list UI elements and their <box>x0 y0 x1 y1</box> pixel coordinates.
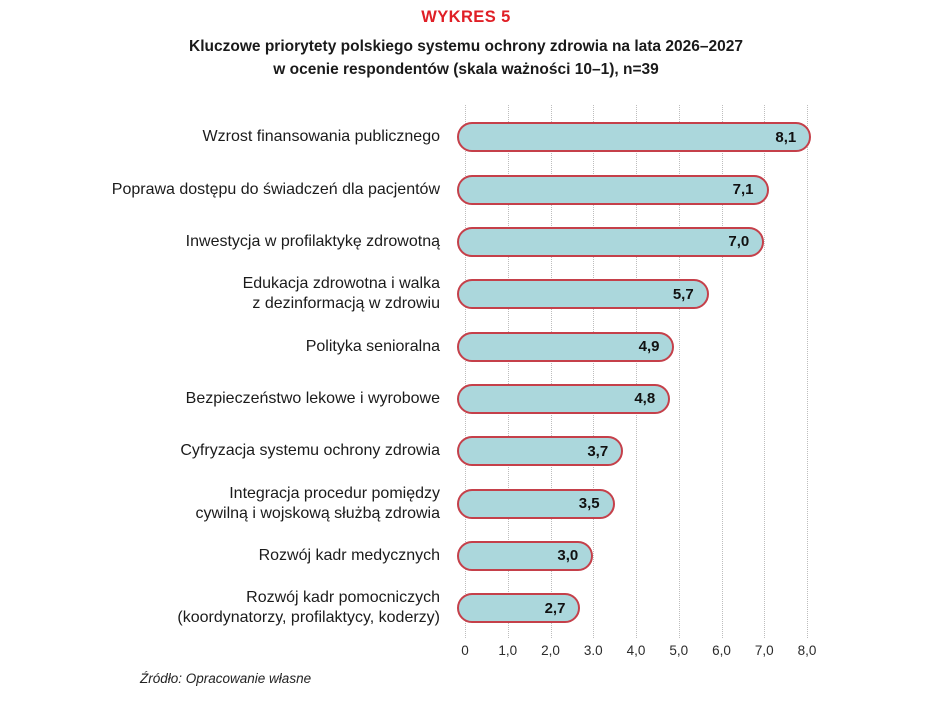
bar-value-label: 3,5 <box>578 495 600 513</box>
chart-row: Edukacja zdrowotna i walka z dezinformacj… <box>0 268 932 320</box>
chart-row: Bezpieczeństwo lekowe i wyrobowe 4,8 <box>0 373 932 425</box>
gridline <box>764 105 766 638</box>
bar-value-label: 3,7 <box>587 442 609 460</box>
bar-rows: Wzrost finansowania publicznego 8,1 Popr… <box>0 111 932 634</box>
gridline <box>593 105 595 638</box>
x-tick-label: 4,0 <box>626 643 646 658</box>
bar-value-label: 7,1 <box>732 181 754 199</box>
category-label: Rozwój kadr pomocniczych (koordynatorzy, … <box>177 589 440 627</box>
x-tick-label: 1,0 <box>498 643 518 658</box>
chart-row: Integracja procedur pomiędzy cywilną i wo… <box>0 477 932 529</box>
category-label: Polityka senioralna <box>305 337 440 355</box>
x-tick-label: 5,0 <box>669 643 689 658</box>
category-label: Inwestycja w profilaktykę zdrowotną <box>185 232 440 250</box>
bar: 2,7 <box>457 593 581 624</box>
bar-value-label: 5,7 <box>672 285 694 303</box>
chart-row: Wzrost finansowania publicznego 8,1 <box>0 111 932 163</box>
gridline <box>550 105 552 638</box>
category-label: Wzrost finansowania publicznego <box>202 128 440 146</box>
x-tick-label: 2,0 <box>541 643 560 658</box>
category-label: Rozwój kadr medycznych <box>258 546 440 564</box>
chart-row: Polityka senioralna 4,9 <box>0 320 932 372</box>
chart-row: Rozwój kadr pomocniczych (koordynatorzy, … <box>0 582 932 634</box>
figure-kicker: WYKRES 5 <box>421 8 511 26</box>
x-tick-label: 8,0 <box>797 643 817 658</box>
bar-value-label: 2,7 <box>544 599 566 617</box>
bar-value-label: 8,1 <box>775 128 797 146</box>
chart-row: Inwestycja w profilaktykę zdrowotną 7,0 <box>0 216 932 268</box>
bar: 3,0 <box>457 540 594 571</box>
figure-title-line-2: w ocenie respondentów (skala ważności 10… <box>273 61 659 78</box>
gridline <box>807 105 808 638</box>
gridline <box>636 105 637 638</box>
gridline <box>465 105 466 638</box>
bar: 3,7 <box>457 436 624 467</box>
category-label: Poprawa dostępu do świadczeń dla pacjent… <box>111 180 440 198</box>
category-label: Cyfryzacja systemu ochrony zdrowia <box>180 442 440 460</box>
bar-value-label: 4,8 <box>634 390 656 408</box>
gridline <box>721 105 723 638</box>
bar: 4,8 <box>457 383 671 414</box>
x-tick-label: 0 <box>461 643 469 658</box>
bar: 5,7 <box>457 279 709 310</box>
bar-value-label: 3,0 <box>557 547 579 565</box>
figure-header: WYKRES 5 Kluczowe priorytety polskiego s… <box>0 8 932 81</box>
source-note: Źródło: Opracowanie własne <box>140 671 312 686</box>
bar: 7,1 <box>457 174 769 205</box>
bar: 4,9 <box>457 331 675 362</box>
gridline <box>678 105 680 638</box>
x-tick-label: 7,0 <box>754 643 774 658</box>
chart-row: Poprawa dostępu do świadczeń dla pacjent… <box>0 163 932 215</box>
x-tick-label: 6,0 <box>712 643 731 658</box>
chart-row: Rozwój kadr medycznych 3,0 <box>0 530 932 582</box>
category-label: Integracja procedur pomiędzy cywilną i wo… <box>195 484 440 522</box>
x-tick-label: 3.0 <box>583 643 603 658</box>
category-label: Bezpieczeństwo lekowe i wyrobowe <box>185 389 440 407</box>
figure-title-line-1: Kluczowe priorytety polskiego systemu oc… <box>189 38 743 55</box>
bar: 7,0 <box>457 226 765 257</box>
bar: 3,5 <box>457 488 615 519</box>
bar-value-label: 7,0 <box>728 233 750 251</box>
category-label: Edukacja zdrowotna i walka z dezinformacj… <box>242 275 440 313</box>
bar: 8,1 <box>457 122 812 153</box>
chart-row: Cyfryzacja systemu ochrony zdrowia 3,7 <box>0 425 932 477</box>
x-axis: 0 1,0 2,0 3.0 4,0 5,0 6,0 7,0 8,0 <box>0 643 932 661</box>
bar-value-label: 4,9 <box>638 338 660 356</box>
gridline <box>507 105 509 638</box>
